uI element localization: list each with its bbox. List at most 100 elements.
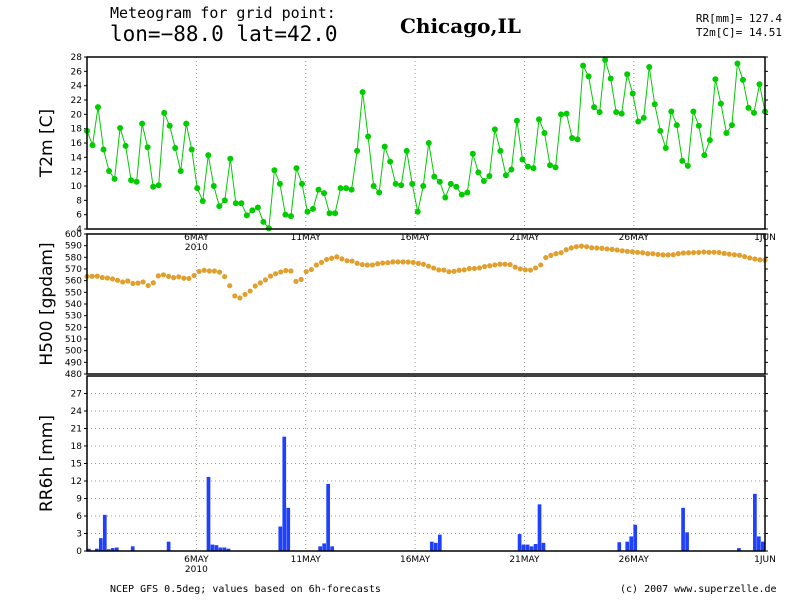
h500-point [104, 275, 110, 281]
h500-point [237, 295, 243, 301]
h500-point [476, 265, 483, 271]
panel-1: 4 6 8 10 12 14 16 18 20 22 24 26 28 T2m [C] [37, 53, 768, 235]
h500-point [640, 250, 646, 256]
t2m-point [276, 180, 283, 187]
h500-point [349, 258, 355, 264]
t2m-point [458, 191, 465, 198]
y-tick-label: 16 [71, 139, 83, 149]
t2m-point [640, 114, 647, 121]
t2m-point [480, 177, 487, 184]
h500-point [731, 252, 738, 258]
h500-point [522, 267, 529, 273]
h500-point [165, 273, 172, 279]
rr6h-bar [681, 507, 685, 551]
t2m-point [166, 122, 173, 129]
rr6h-bar [761, 541, 765, 551]
footer-source: NCEP GFS 0.5deg; values based on 6h-fore… [110, 584, 381, 595]
rr6h-bar [130, 546, 135, 551]
t2m-point [409, 180, 416, 187]
rr6h-bar [322, 543, 326, 551]
rr6h-bar [102, 514, 107, 551]
t2m-point [210, 183, 217, 189]
h500-point [267, 273, 274, 279]
h500-point [752, 256, 758, 262]
y-axis-label: T2m [C] [37, 109, 57, 178]
t2m-point [387, 158, 394, 165]
h500-point [400, 259, 406, 265]
h500-point [125, 278, 131, 284]
h500-point [675, 251, 681, 257]
y-tick-label: 480 [65, 370, 82, 380]
rr6h-bar [517, 534, 522, 551]
t2m-point [172, 145, 179, 152]
y-tick-label: 600 [65, 230, 82, 240]
rr6h-bar [166, 541, 171, 551]
y-axis-label: RR6h [mm] [37, 415, 57, 512]
t2m-point [596, 109, 603, 116]
rr6h-bar [537, 504, 542, 551]
h500-point [114, 277, 121, 283]
h500-point [492, 262, 498, 268]
y-tick-label: 540 [65, 300, 82, 310]
t2m-point [414, 208, 421, 215]
rr6h-bar [214, 545, 219, 551]
h500-point [395, 259, 401, 265]
h500-point [99, 274, 105, 281]
t2m-point [541, 129, 548, 136]
t2m-point [337, 185, 344, 192]
t2m-point [602, 56, 609, 63]
x-tick-label: 11MAY [291, 555, 322, 565]
t2m-point [161, 109, 168, 116]
x-tick-label: 26MAY [619, 233, 650, 243]
h500-point [211, 268, 218, 274]
rr6h-bar [629, 536, 634, 551]
t2m-point [282, 211, 289, 218]
h500-point [711, 249, 717, 255]
t2m-point [354, 147, 361, 154]
t2m-point [679, 157, 686, 164]
y-tick-label: 490 [65, 358, 82, 368]
t2m-point [194, 185, 201, 192]
t2m-point [618, 110, 625, 117]
rr6h-bar [529, 546, 534, 551]
t2m-point [524, 163, 531, 170]
t2m-point [591, 104, 598, 111]
t2m-point [332, 210, 339, 217]
h500-point [685, 250, 692, 256]
x-tick-label: 21MAY [509, 555, 540, 565]
t2m-line [86, 59, 766, 230]
h500-point [573, 244, 579, 250]
t2m-point [150, 183, 157, 190]
h500-point [380, 260, 386, 266]
t2m-point [745, 104, 752, 111]
rr6h-bar [206, 476, 211, 551]
y-tick-label: 560 [65, 277, 82, 287]
h500-point [471, 265, 478, 272]
h500-point [313, 262, 319, 268]
y-tick-label: 18 [71, 125, 83, 135]
h500-point [757, 257, 763, 263]
t2m-point [447, 180, 454, 187]
h500-point [456, 267, 462, 273]
t2m-point [227, 155, 234, 162]
rr6h-bar [218, 547, 223, 551]
h500-point [369, 262, 376, 268]
rr6h-bar [617, 542, 622, 551]
y-axis-label: H500 [gpdam] [37, 242, 57, 365]
y-tick-label: 12 [71, 477, 82, 487]
h500-point [650, 251, 656, 257]
y-tick-label: 28 [71, 53, 83, 63]
h500-point [655, 251, 661, 258]
y-tick-label: 24 [71, 82, 83, 92]
rr6h-bar [318, 546, 323, 551]
y-tick-label: 26 [71, 67, 83, 77]
h500-point [660, 252, 666, 258]
y-tick-label: 14 [71, 153, 83, 163]
rr6h-bar [437, 534, 442, 551]
y-tick-label: 20 [71, 110, 83, 120]
h500-point [583, 244, 590, 250]
t2m-point [508, 166, 515, 173]
t2m-point [133, 178, 140, 185]
h500-point [578, 243, 585, 249]
t2m-point [673, 122, 680, 129]
